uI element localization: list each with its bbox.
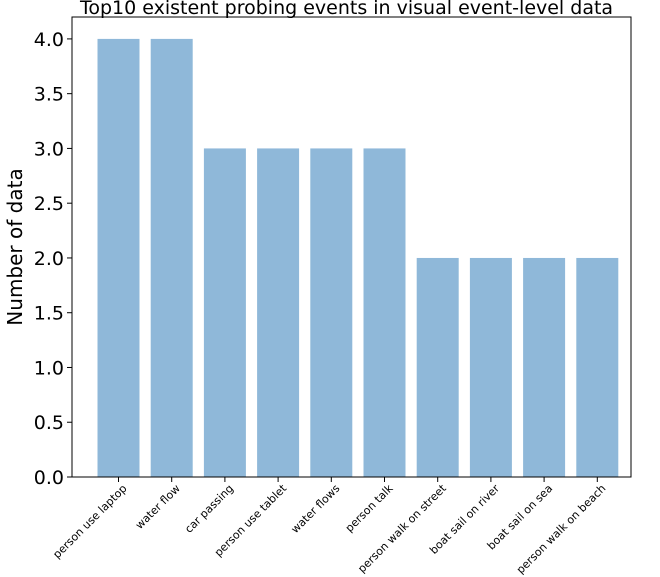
bar-person-use-tablet [257, 148, 300, 477]
y-tick-label: 3.0 [34, 138, 64, 160]
bar-person-walk-on-beach [576, 257, 619, 477]
bar-car-passing [203, 148, 246, 477]
x-tick-label: water flow [133, 482, 183, 532]
y-tick-label: 3.5 [34, 84, 64, 106]
y-tick-label: 2.0 [34, 248, 64, 270]
y-tick-label: 1.5 [34, 303, 64, 325]
plot-frame [71, 16, 632, 478]
y-axis-ticks: 0.0 0.5 1.0 1.5 2.0 2.5 3.0 3.5 4.0 [34, 29, 72, 489]
x-tick-label: person talk [343, 481, 396, 534]
x-axis-ticks: person use laptop water flow car passing pe… [50, 477, 608, 576]
bar-water-flows [310, 148, 353, 477]
x-tick-label: person use laptop [50, 482, 129, 561]
y-tick-label: 0.5 [34, 412, 64, 434]
bar-person-use-laptop [97, 38, 140, 478]
bars-group [97, 38, 619, 478]
bar-person-walk-on-street [416, 257, 459, 477]
y-tick-label: 2.5 [34, 193, 64, 215]
x-tick-label: person walk on street [355, 481, 449, 575]
bar-boat-sail-on-river [469, 257, 512, 477]
x-tick-label: car passing [182, 482, 236, 536]
y-axis-label: Number of data [3, 168, 27, 325]
bar-person-talk [363, 148, 406, 477]
y-tick-label: 0.0 [34, 467, 64, 489]
x-tick-label: water flows [289, 482, 343, 536]
chart-title: Top10 existent probing events in visual … [79, 0, 613, 19]
y-tick-label: 4.0 [34, 29, 64, 51]
bar-water-flow [150, 38, 193, 478]
y-tick-label: 1.0 [34, 357, 64, 379]
x-tick-label: person walk on beach [514, 482, 608, 576]
bar-boat-sail-on-sea [523, 257, 566, 477]
